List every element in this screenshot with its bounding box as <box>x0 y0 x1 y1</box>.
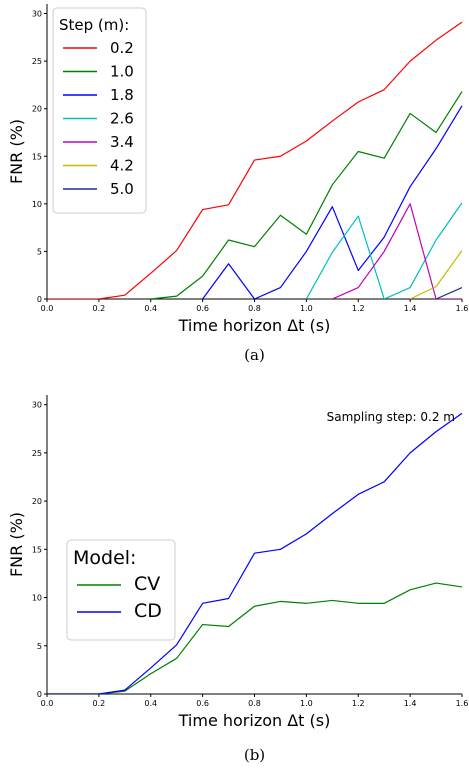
y-tick-label: 0 <box>37 690 42 699</box>
x-axis-label: Time horizon Δt (s) <box>178 316 331 335</box>
y-tick-label: 30 <box>32 10 42 19</box>
x-tick-label: 1.0 <box>300 304 313 313</box>
series-line-0-2 <box>47 21 463 299</box>
figure-caption: (b) <box>244 746 265 764</box>
x-tick-label: 0.6 <box>196 699 209 708</box>
series-line-1-0 <box>150 91 463 299</box>
x-tick-label: 0.8 <box>248 699 261 708</box>
x-tick-label: 0.4 <box>144 699 157 708</box>
legend: Model: CV CD <box>66 539 176 641</box>
x-tick-label: 0.8 <box>248 304 261 313</box>
legend-title: Model: <box>73 547 136 569</box>
y-tick-label: 20 <box>32 105 42 114</box>
legend-entry: 3.4 <box>110 133 134 151</box>
x-tick-label: 0.4 <box>144 304 157 313</box>
legend-box <box>66 539 176 641</box>
x-tick-label: 1.2 <box>352 699 365 708</box>
legend: Step (m): 0.2 1.0 1.8 2.6 3.4 4.2 5.0 <box>52 7 147 214</box>
legend-box <box>52 7 147 214</box>
y-tick-label: 5 <box>37 247 42 256</box>
series-line-4-2 <box>409 250 463 299</box>
legend-entry: 5.0 <box>110 180 134 198</box>
x-tick-label: 1.6 <box>456 304 469 313</box>
series-line-3-4 <box>332 203 462 299</box>
y-tick-label: 25 <box>32 57 42 66</box>
series-line-5-0 <box>435 287 463 299</box>
x-tick-label: 0.0 <box>41 304 54 313</box>
legend-entry: 4.2 <box>110 157 134 175</box>
annotation: Sampling step: 0.2 m <box>327 410 455 424</box>
chart-b: 0.0 0.2 0.4 0.6 0.8 1.0 1.2 1.4 1.6 0 5 10 15 20 25 30 T… <box>7 395 468 764</box>
legend-title: Step (m): <box>59 16 129 34</box>
x-tick-label: 1.0 <box>300 699 313 708</box>
figure-caption: (a) <box>244 346 265 364</box>
series-line-2-6 <box>305 202 463 299</box>
y-axis-label: FNR (%) <box>7 119 26 184</box>
legend-entry: 1.8 <box>110 86 134 104</box>
x-tick-label: 1.2 <box>352 304 365 313</box>
series-line-1-8 <box>202 105 463 299</box>
x-tick-label: 0.6 <box>196 304 209 313</box>
y-tick-label: 5 <box>37 642 42 651</box>
legend-entry: 1.0 <box>110 63 134 81</box>
legend-entry: CV <box>134 573 160 595</box>
x-tick-label: 0.2 <box>93 304 106 313</box>
y-tick-label: 15 <box>32 152 42 161</box>
y-tick-label: 30 <box>32 401 42 410</box>
y-tick-label: 10 <box>32 200 42 209</box>
series-group <box>47 412 463 694</box>
series-group <box>47 21 463 299</box>
series-line-CV <box>47 582 463 694</box>
legend-entry: 0.2 <box>110 39 134 57</box>
x-tick-label: 1.6 <box>456 699 469 708</box>
chart-a: 0.0 0.2 0.4 0.6 0.8 1.0 1.2 1.4 1.6 0 5 10 15 20 25 30 T… <box>7 4 468 364</box>
y-tick-label: 10 <box>32 594 42 603</box>
series-line-CD <box>47 412 463 694</box>
x-tick-label: 1.4 <box>404 304 417 313</box>
y-tick-label: 25 <box>32 449 42 458</box>
y-axis-label: FNR (%) <box>7 512 26 577</box>
x-tick-label: 0.0 <box>41 699 54 708</box>
x-tick-label: 0.2 <box>93 699 106 708</box>
legend-entry: CD <box>134 600 162 622</box>
y-tick-label: 20 <box>32 497 42 506</box>
x-axis-label: Time horizon Δt (s) <box>178 711 331 730</box>
y-tick-label: 0 <box>37 295 42 304</box>
y-tick-label: 15 <box>32 545 42 554</box>
x-tick-label: 1.4 <box>404 699 417 708</box>
legend-entry: 2.6 <box>110 110 134 128</box>
